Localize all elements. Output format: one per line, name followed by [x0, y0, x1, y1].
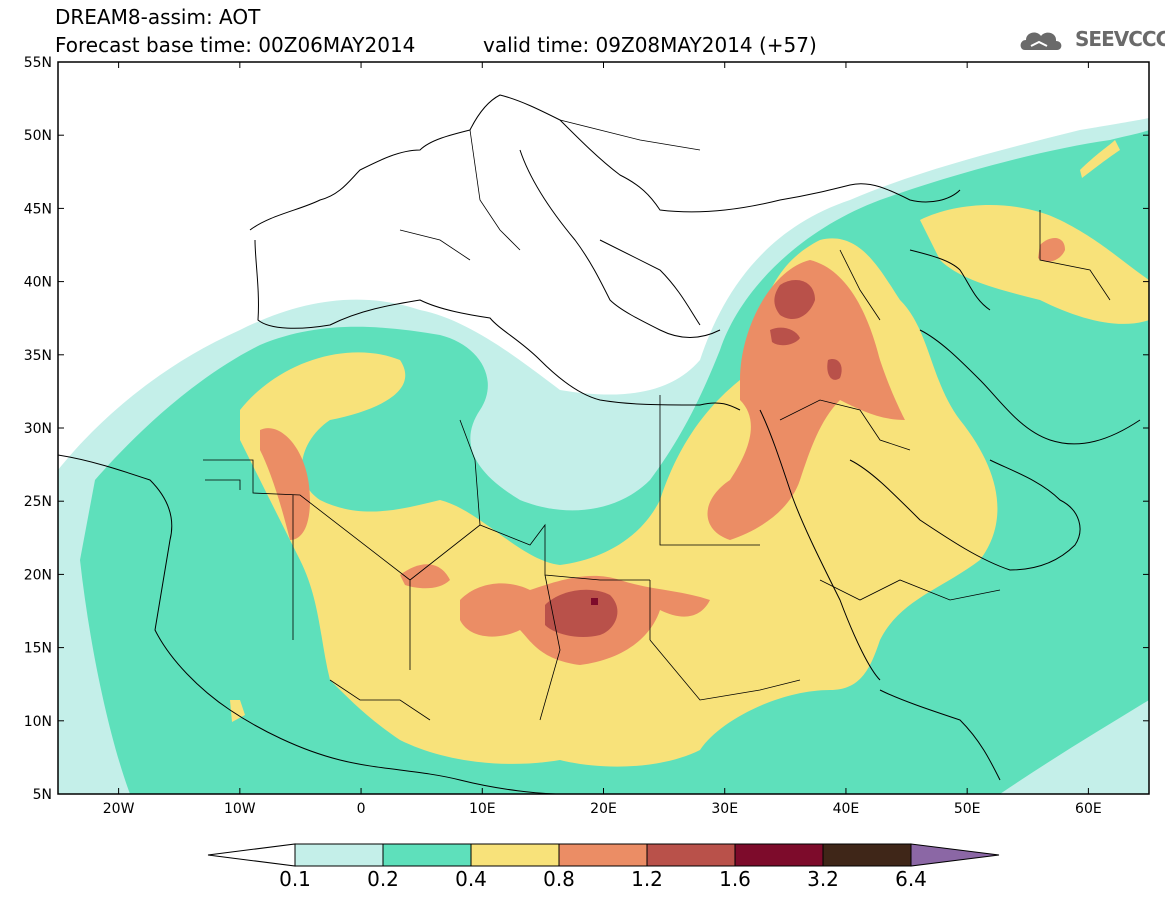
colorbar-swatch — [558, 843, 648, 867]
lat-label: 15N — [24, 641, 52, 657]
lon-label: 60E — [1075, 801, 1102, 817]
axes: 55N 50N 45N 40N 35N 30N 25N 20N 15N 10N 5N 20W 10W 0 1… — [24, 55, 1149, 817]
colorbar-label: 0.8 — [543, 867, 575, 891]
lat-label: 45N — [24, 201, 52, 217]
colorbar-swatch — [822, 843, 912, 867]
lat-label: 25N — [24, 494, 52, 510]
aot-band-1.6 — [591, 598, 598, 605]
lat-label: 20N — [24, 567, 52, 583]
colorbar-lower-arrow — [207, 843, 296, 867]
lon-label: 10W — [224, 801, 256, 817]
colorbar-label: 1.6 — [719, 867, 751, 891]
lat-label: 40N — [24, 275, 52, 291]
colorbar-swatch — [734, 843, 824, 867]
map-title: DREAM8-assim: AOT — [55, 5, 261, 29]
lat-label: 30N — [24, 421, 52, 437]
lat-label: 5N — [33, 787, 52, 803]
aot-band-1.2 — [545, 280, 842, 637]
lon-label: 10E — [469, 801, 496, 817]
aot-fields — [58, 94, 1149, 794]
colorbar: 0.1 0.2 0.4 0.8 1.2 1.6 3.2 6.4 — [207, 843, 1000, 891]
lon-label: 30E — [711, 801, 738, 817]
colorbar-swatch — [646, 843, 736, 867]
lat-label: 35N — [24, 348, 52, 364]
colorbar-label: 0.1 — [279, 867, 311, 891]
lat-label: 55N — [24, 55, 52, 71]
forecast-base-time: Forecast base time: 00Z06MAY2014 — [55, 33, 416, 57]
lon-label: 20W — [103, 801, 135, 817]
lon-label: 20E — [590, 801, 617, 817]
colorbar-label: 0.4 — [455, 867, 487, 891]
lon-label: 50E — [954, 801, 981, 817]
lon-label: 0 — [357, 801, 366, 817]
colorbar-label: 3.2 — [807, 867, 839, 891]
cloud-logo-icon — [1020, 32, 1062, 50]
colorbar-label: 0.2 — [367, 867, 399, 891]
valid-time: valid time: 09Z08MAY2014 (+57) — [483, 33, 817, 57]
colorbar-swatch — [470, 843, 560, 867]
colorbar-label: 1.2 — [631, 867, 663, 891]
country-borders — [203, 119, 1111, 721]
colorbar-upper-arrow — [910, 843, 1000, 867]
lat-label: 10N — [24, 714, 52, 730]
logo-text: SEEVCCC — [1075, 27, 1165, 51]
lat-label: 50N — [24, 128, 52, 144]
colorbar-swatch — [294, 843, 384, 867]
colorbar-label: 6.4 — [895, 867, 927, 891]
lon-label: 40E — [833, 801, 860, 817]
colorbar-swatch — [382, 843, 472, 867]
